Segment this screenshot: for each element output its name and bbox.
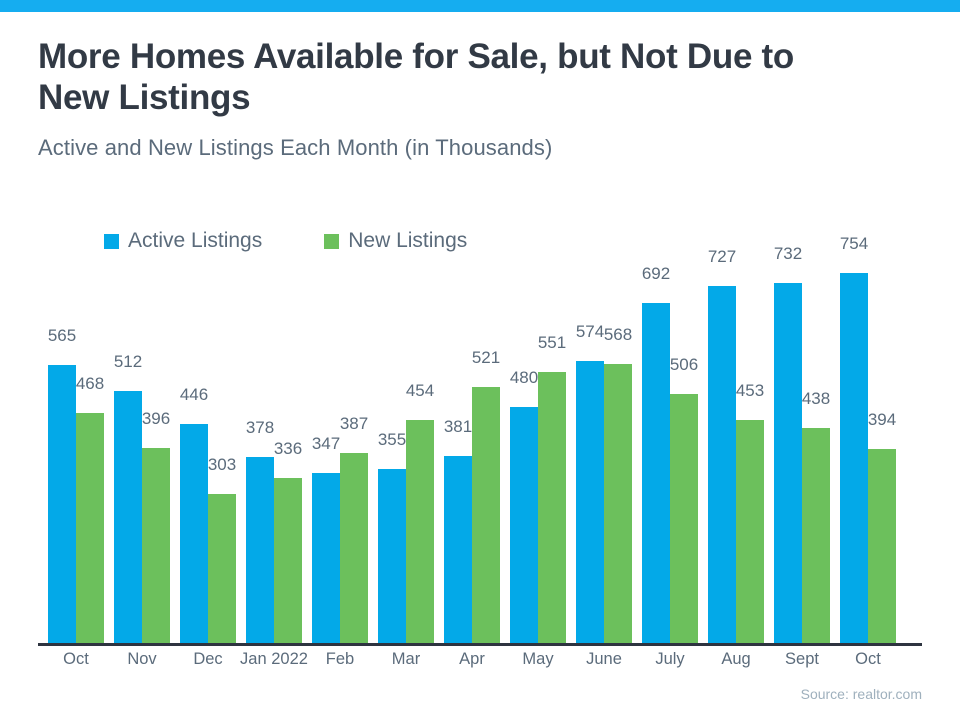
bar-value-label: 551 [537,333,567,353]
x-tick-label: June [586,650,622,668]
bar-active[interactable] [708,285,736,643]
bar-active[interactable] [444,455,472,643]
bar-value-label: 446 [179,384,209,404]
bar-group: 574 568 [576,250,632,643]
bar-new[interactable] [736,420,764,643]
bar-value-label: 394 [867,410,897,430]
bar-group: 446 303 [180,250,236,643]
x-tick-label: Sept [785,650,819,668]
bar-value-label: 727 [707,246,737,266]
legend-swatch-icon [104,233,119,249]
bar-new[interactable] [802,427,830,643]
bar-group: 355 454 [378,250,434,643]
bar-value-label: 336 [273,438,303,458]
legend-swatch-icon [324,233,340,249]
bar-new[interactable] [670,394,698,643]
x-tick-label: Dec [193,650,223,668]
page-title: More Homes Available for Sale, but Not D… [38,37,794,118]
bars-layer: 565 468 512 396 446 303 378 336 347 387 355 454 381 5… [38,235,922,643]
legend-label: Active Listings [128,229,263,252]
bar-new[interactable] [406,419,434,643]
bar-value-label: 378 [245,418,275,438]
bar-value-label: 438 [801,388,831,408]
bar-value-label: 355 [377,429,407,449]
bar-new[interactable] [340,452,368,643]
bar-value-label: 454 [405,380,435,400]
x-tick-label: Jan 2022 [240,650,308,668]
bar-active[interactable] [114,391,142,643]
bar-active[interactable] [246,457,274,643]
bar-value-label: 453 [735,381,765,401]
bar-new[interactable] [76,413,104,643]
bar-value-label: 565 [47,326,77,346]
x-tick-label: Aug [721,650,751,668]
bar-value-label: 568 [603,324,633,344]
bar-active[interactable] [840,272,868,643]
bar-active[interactable] [48,365,76,643]
plot-area: 565 468 512 396 446 303 378 336 347 387 355 454 381 5… [38,235,922,646]
source-note: Source: realtor.com [800,686,922,702]
bar-value-label: 480 [509,368,539,388]
legend-entry-active-listings[interactable]: Active Listings [104,229,262,253]
bar-group: 727 453 [707,246,765,643]
bar-group: 512 396 [114,250,170,643]
chart-legend: Active Listings New Listings [104,229,529,253]
bar-value-label: 387 [339,413,369,433]
bar-value-label: 347 [311,433,341,453]
bar-active[interactable] [510,407,538,643]
bar-value-label: 512 [113,352,143,372]
bar-group: 378 336 [246,250,302,643]
bar-active[interactable] [642,303,670,643]
bar-active[interactable] [576,361,604,643]
top-accent-bar [0,0,960,12]
x-tick-label: Feb [325,650,355,668]
x-tick-label: May [522,650,554,668]
bar-group: 480 551 [510,250,566,643]
bar-new[interactable] [208,494,236,643]
bar-active[interactable] [774,283,802,643]
bar-group: 565 468 [48,250,104,643]
bar-value-label: 468 [75,374,105,394]
bar-value-label: 754 [839,233,869,253]
headline-block: More Homes Available for Sale, but Not D… [38,36,918,161]
x-tick-label: Oct [63,650,89,668]
bar-new[interactable] [538,372,566,643]
bar-active[interactable] [378,468,406,643]
bar-active[interactable] [180,423,208,643]
x-tick-label: Apr [459,650,485,668]
bar-value-label: 381 [443,416,473,436]
x-tick-label: Oct [855,650,881,668]
bar-new[interactable] [142,448,170,643]
bar-value-label: 303 [207,455,237,475]
bar-group: 347 387 [312,250,368,643]
bar-value-label: 521 [471,348,501,368]
x-axis-labels: Oct Nov Dec Jan 2022 Feb Mar Apr May June July Aug… [38,650,922,676]
x-tick-label: July [655,650,685,668]
bar-value-label: 506 [669,355,699,375]
chart-subtitle: Active and New Listings Each Month (in T… [38,134,553,160]
x-tick-label: Mar [391,650,421,668]
bar-new[interactable] [274,477,302,643]
bar-new[interactable] [868,449,896,643]
bar-new[interactable] [472,387,500,643]
x-axis-line [38,643,922,646]
bar-group: 732 438 [774,245,831,643]
bar-value-label: 692 [641,264,671,284]
bar-group: 754 394 [840,235,897,643]
bar-active[interactable] [312,472,340,643]
bar-value-label: 574 [575,322,605,342]
bar-new[interactable] [604,363,632,643]
bar-group: 692 506 [642,250,698,643]
bar-group: 381 521 [444,250,500,643]
legend-entry-new-listings[interactable]: New Listings [324,229,467,253]
legend-label: New Listings [348,229,468,252]
bar-value-label: 732 [773,244,803,264]
x-tick-label: Nov [127,650,157,668]
bar-value-label: 396 [141,409,171,429]
